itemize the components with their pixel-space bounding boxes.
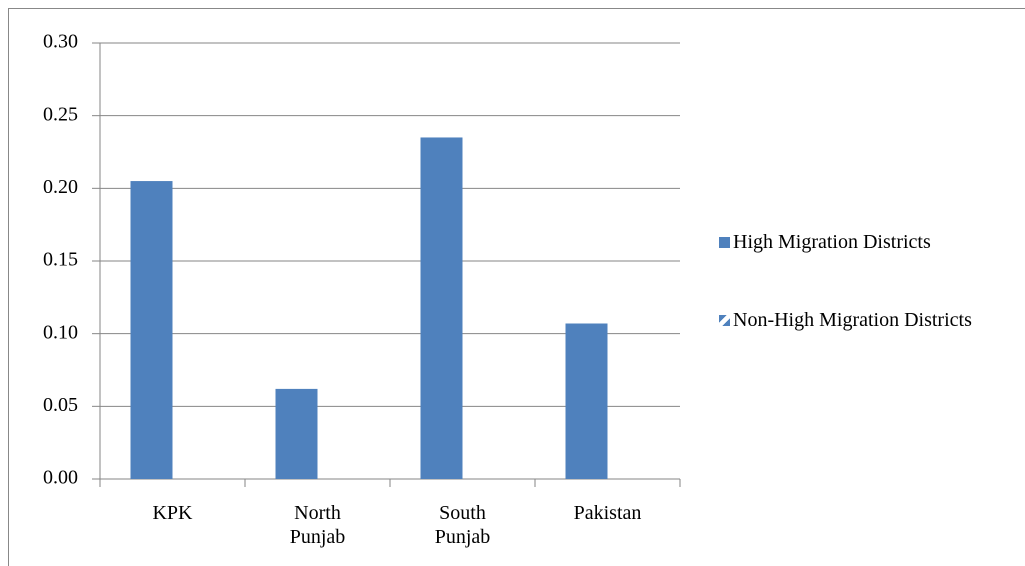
y-tick-label: 0.15 <box>43 249 78 271</box>
x-tick-label: South Punjab <box>434 502 491 548</box>
y-tick-label: 0.10 <box>43 321 78 343</box>
bar <box>275 388 318 479</box>
bar <box>130 181 173 480</box>
legend-icon <box>719 237 730 248</box>
x-tick-label: KPK <box>152 502 193 524</box>
y-tick-label: 0.05 <box>43 394 78 416</box>
y-tick-label: 0.25 <box>43 103 78 125</box>
x-tick-label: Pakistan <box>573 502 642 524</box>
y-tick-label: 0.30 <box>43 31 78 53</box>
bar <box>420 137 463 479</box>
legend-label: Non-High Migration Districts <box>733 309 972 331</box>
bar <box>565 323 608 479</box>
legend-label: High Migration Districts <box>733 231 931 253</box>
chart-frame <box>8 8 1025 566</box>
x-tick-label: North Punjab <box>289 502 346 548</box>
y-tick-label: 0.00 <box>43 467 78 489</box>
y-tick-label: 0.20 <box>43 176 78 198</box>
legend-icon <box>719 315 730 326</box>
